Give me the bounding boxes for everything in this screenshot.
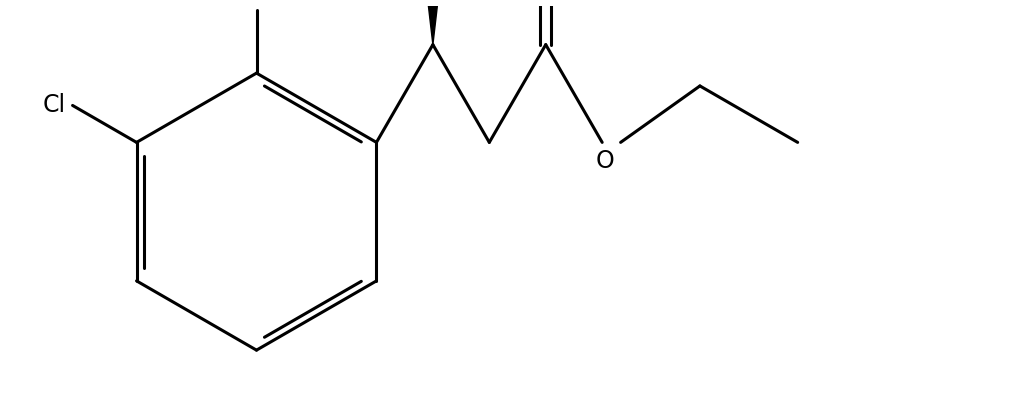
Text: O: O (596, 149, 615, 173)
Text: Cl: Cl (42, 93, 66, 117)
Polygon shape (425, 0, 440, 45)
Text: F: F (249, 0, 264, 5)
